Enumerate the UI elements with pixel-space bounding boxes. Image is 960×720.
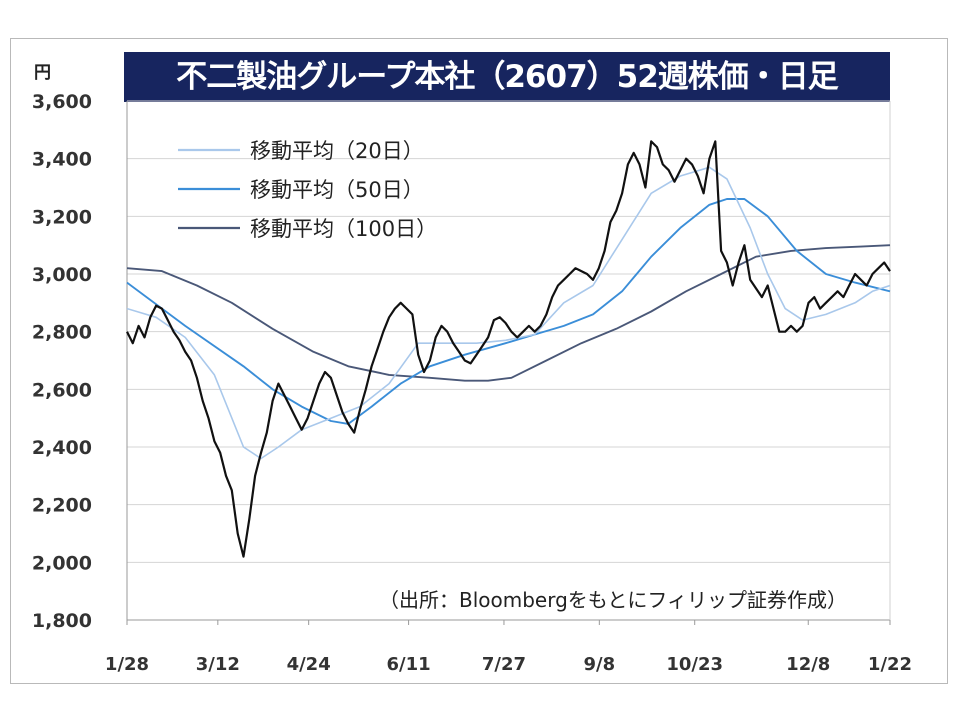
series-lines — [126, 140, 891, 558]
series-ma50-line — [126, 198, 891, 425]
legend-label-ma50: 移動平均（50日） — [250, 178, 424, 202]
y-tick-label: 2,800 — [32, 322, 92, 344]
x-tick-label: 9/8 — [584, 654, 616, 675]
series-ma20-line — [126, 166, 891, 460]
y-tick-label: 3,600 — [32, 91, 92, 113]
legend-label-ma100: 移動平均（100日） — [250, 217, 437, 241]
series-ma100-line — [126, 244, 891, 382]
y-tick-labels: 1,800 2,000 2,200 2,400 2,600 2,800 3,000 3,200… — [32, 91, 92, 632]
y-tick-label: 3,200 — [32, 206, 92, 228]
legend: 移動平均（20日） 移動平均（50日） 移動平均（100日） — [178, 139, 437, 241]
y-tick-label: 3,000 — [32, 264, 92, 286]
chart-title: 不二製油グループ本社（2607）52週株価・日足 — [124, 52, 890, 102]
source-note: （出所：Bloombergをもとにフィリップ証券作成） — [338, 583, 888, 617]
x-tick-label: 6/11 — [387, 654, 431, 675]
x-tick-labels: 1/28 3/12 4/24 6/11 7/27 9/8 10/23 12/8 1/22 — [105, 620, 912, 675]
x-tick-label: 10/23 — [666, 654, 723, 675]
series-price-line — [126, 140, 891, 558]
x-tick-label: 4/24 — [287, 654, 331, 675]
x-tick-label: 3/12 — [196, 654, 240, 675]
x-tick-label: 12/8 — [786, 654, 830, 675]
y-tick-label: 1,800 — [32, 610, 92, 632]
x-tick-label: 7/27 — [482, 654, 526, 675]
y-tick-label: 2,400 — [32, 437, 92, 459]
x-tick-label: 1/28 — [105, 654, 149, 675]
grid-lines — [127, 100, 890, 563]
axes — [126, 101, 891, 621]
x-tick-label: 1/22 — [868, 654, 912, 675]
y-tick-label: 2,600 — [32, 379, 92, 401]
y-tick-label: 3,400 — [32, 149, 92, 171]
chart-frame — [10, 38, 948, 684]
y-tick-label: 2,000 — [32, 552, 92, 574]
legend-label-ma20: 移動平均（20日） — [250, 139, 424, 163]
y-axis-unit-label: 円 — [34, 63, 51, 83]
y-tick-label: 2,200 — [32, 495, 92, 517]
